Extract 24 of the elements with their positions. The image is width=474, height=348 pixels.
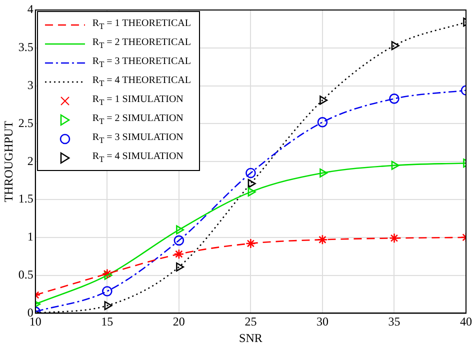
x-tick-label: 15 bbox=[101, 314, 114, 329]
y-tick-label: 1.5 bbox=[18, 192, 34, 206]
legend-label: R$_{T}$ = 1 SIMULATION bbox=[92, 94, 184, 107]
legend-label: R$_{T}$ = 3 THEORETICAL bbox=[92, 56, 191, 69]
legend-label: R$_{T}$ = 4 THEORETICAL bbox=[92, 75, 191, 88]
legend-label: R$_{T}$ = 4 SIMULATION bbox=[92, 151, 184, 164]
legend-label: R$_{T}$ = 3 SIMULATION bbox=[92, 132, 184, 145]
y-tick-label: 3 bbox=[27, 78, 34, 92]
x-tick-label: 20 bbox=[172, 314, 185, 329]
legend-label: R$_{T}$ = 2 SIMULATION bbox=[92, 113, 184, 126]
x-tick-label: 25 bbox=[244, 314, 257, 329]
y-tick-label: 1 bbox=[27, 230, 34, 244]
y-axis-title: THROUGHPUT bbox=[1, 120, 16, 202]
x-tick-label: 35 bbox=[388, 314, 400, 329]
legend-label: R$_{T}$ = 2 THEORETICAL bbox=[92, 37, 191, 50]
y-tick-label: 2 bbox=[27, 154, 34, 168]
y-tick-label: 2.5 bbox=[18, 116, 34, 130]
x-axis-title: SNR bbox=[239, 330, 262, 345]
x-tick-label: 40 bbox=[460, 314, 472, 329]
legend-label: R$_{T}$ = 1 THEORETICAL bbox=[92, 18, 191, 31]
y-tick-label: 0.5 bbox=[18, 267, 34, 282]
x-tick-label: 30 bbox=[316, 314, 328, 329]
y-tick-label: 4 bbox=[27, 2, 34, 16]
y-tick-label: 3.5 bbox=[18, 40, 34, 54]
